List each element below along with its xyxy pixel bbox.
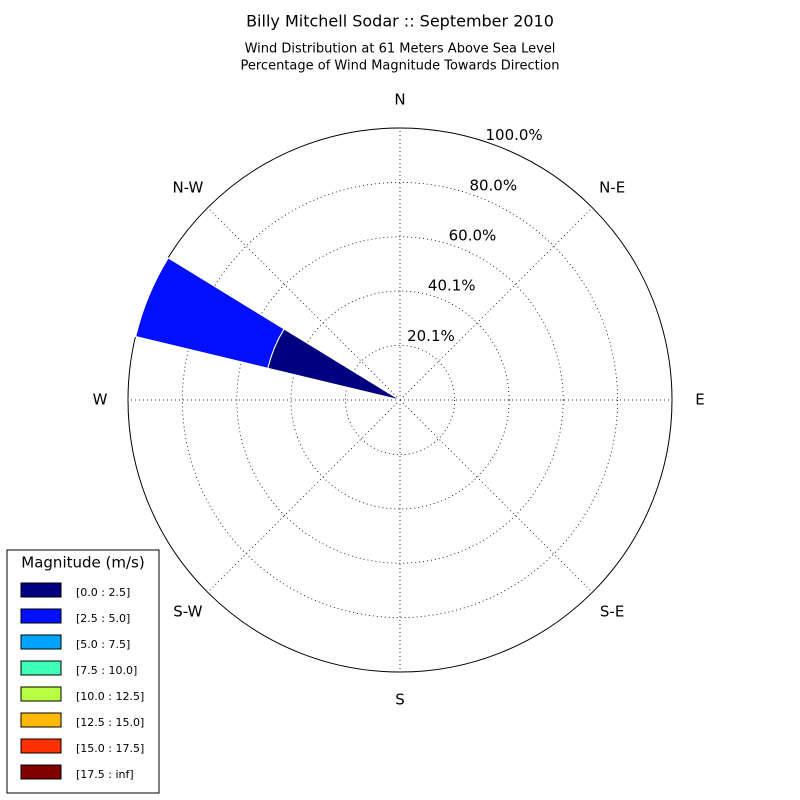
r-tick-label: 40.1%: [428, 277, 476, 295]
spoke: [207, 399, 401, 593]
direction-label: S-E: [600, 603, 624, 621]
chart-subtitle: Wind Distribution at 61 Meters Above Sea…: [245, 42, 556, 57]
legend-swatch: [20, 764, 62, 780]
r-tick-label: 100.0%: [485, 126, 542, 144]
legend-swatch: [20, 712, 62, 728]
legend-label: [0.0 : 2.5]: [76, 586, 130, 599]
chart-title: Billy Mitchell Sodar :: September 2010: [246, 12, 554, 31]
legend-label: [12.5 : 15.0]: [76, 716, 144, 729]
legend-swatch: [20, 660, 62, 676]
direction-label: N-W: [172, 178, 203, 196]
spoke: [207, 207, 401, 401]
spoke: [399, 207, 593, 401]
r-tick-label: 60.0%: [449, 227, 497, 245]
chart-subtitle: Percentage of Wind Magnitude Towards Dir…: [240, 59, 559, 74]
legend-swatch: [20, 738, 62, 754]
r-tick-label: 80.0%: [469, 176, 517, 194]
direction-label: S: [395, 691, 405, 709]
direction-label: N-E: [599, 178, 625, 196]
legend-swatch: [20, 686, 62, 702]
r-tick-label: 20.1%: [407, 327, 455, 345]
legend-label: [10.0 : 12.5]: [76, 690, 144, 703]
legend-swatch: [20, 634, 62, 650]
legend-label: [15.0 : 17.5]: [76, 742, 144, 755]
direction-label: W: [93, 391, 108, 409]
spoke: [399, 399, 593, 593]
direction-label: S-W: [173, 603, 202, 621]
legend-label: [7.5 : 10.0]: [76, 664, 137, 677]
legend-label: [2.5 : 5.0]: [76, 612, 130, 625]
legend-label: [5.0 : 7.5]: [76, 638, 130, 651]
legend-swatch: [20, 608, 62, 624]
grid-ring: [344, 344, 456, 456]
grid-ring: [236, 236, 564, 564]
outer-ring: [127, 127, 673, 673]
legend-label: [17.5 : inf]: [76, 768, 134, 781]
grid-ring: [290, 290, 510, 510]
legend-title: Magnitude (m/s): [21, 554, 144, 572]
grid-ring: [181, 181, 619, 619]
direction-label: E: [695, 391, 704, 409]
wedge: [267, 328, 401, 401]
direction-label: N: [394, 91, 405, 109]
legend-swatch: [20, 582, 62, 598]
